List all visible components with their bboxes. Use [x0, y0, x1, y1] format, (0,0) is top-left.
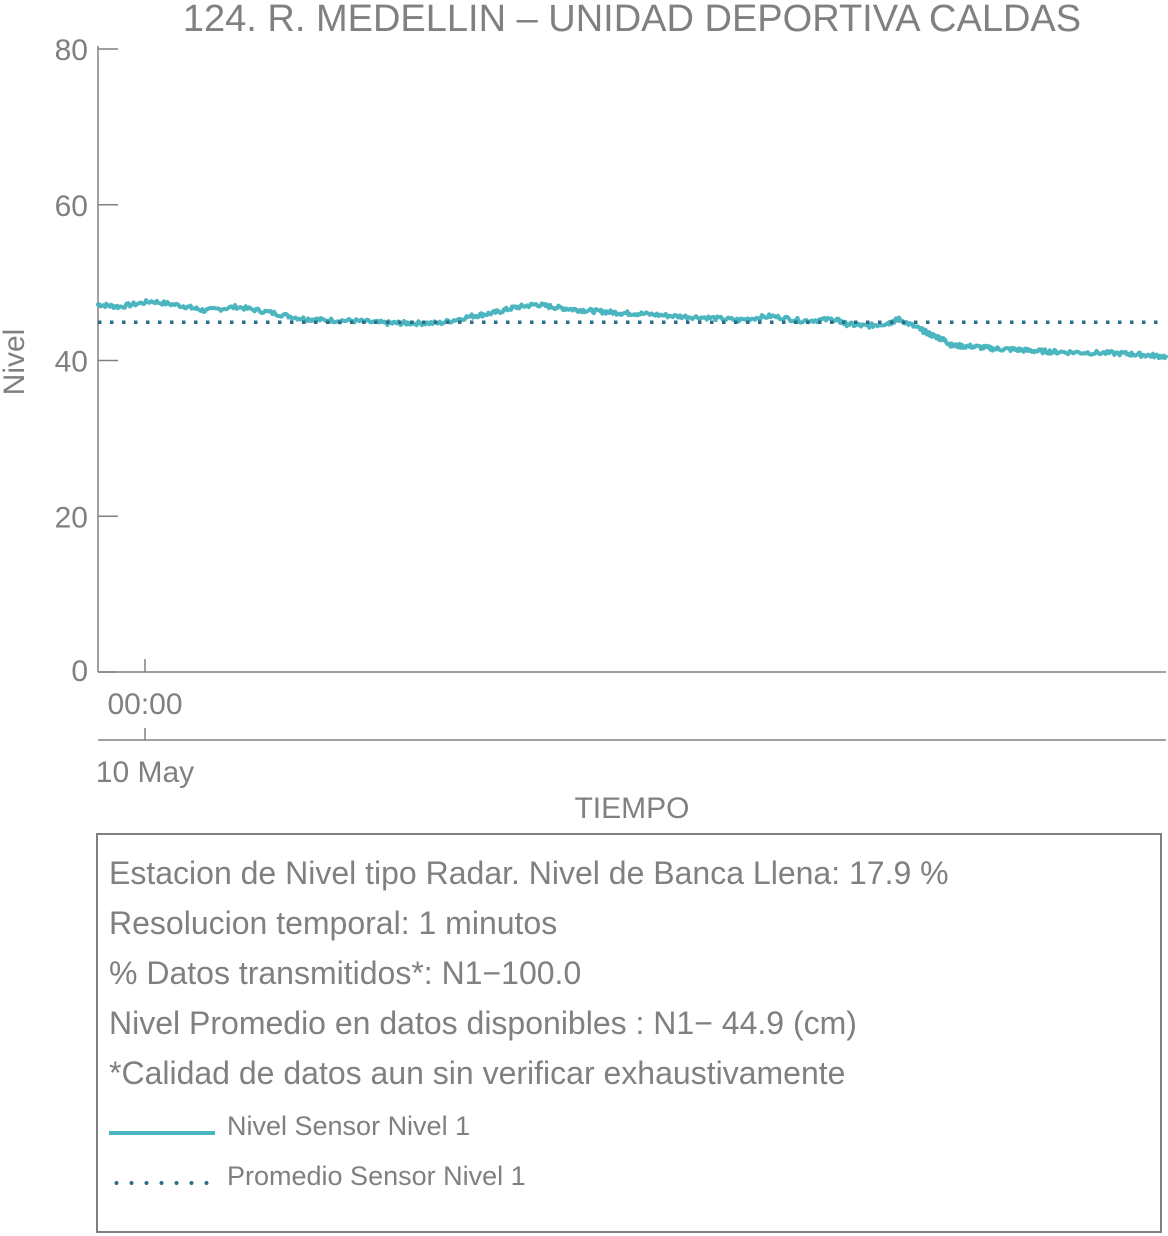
legend-label-average: Promedio Sensor Nivel 1 [227, 1161, 526, 1191]
y-tick-label: 60 [55, 190, 88, 223]
series-line-level [96, 298, 1168, 361]
legend-swatch-dotted [109, 1181, 215, 1185]
y-tick-label: 20 [55, 501, 88, 534]
info-line-quality-note: *Calidad de datos aun sin verificar exha… [109, 1055, 846, 1091]
chart-axes: 0 20 40 60 80 00:00 10 May [55, 34, 1166, 789]
legend-swatch-solid [109, 1131, 215, 1135]
x-tick-label-time: 00:00 [107, 688, 182, 721]
y-tick-label: 80 [55, 34, 88, 67]
info-line-resolution: Resolucion temporal: 1 minutos [109, 905, 558, 941]
info-line-station: Estacion de Nivel tipo Radar. Nivel de B… [109, 855, 949, 891]
info-line-average: Nivel Promedio en datos disponibles : N1… [109, 1005, 857, 1041]
y-tick-label: 0 [71, 655, 88, 688]
x-tick-label-date: 10 May [96, 756, 194, 789]
info-box: Estacion de Nivel tipo Radar. Nivel de B… [96, 833, 1162, 1233]
legend-label-level: Nivel Sensor Nivel 1 [227, 1111, 471, 1141]
x-axis-label: TIEMPO [574, 792, 689, 825]
y-axis-label: Nivel [0, 329, 31, 396]
y-tick-label: 40 [55, 346, 88, 379]
level-chart: 124. R. MEDELLIN – UNIDAD DEPORTIVA CALD… [0, 0, 1168, 825]
legend-item-average: Promedio Sensor Nivel 1 [109, 1161, 709, 1205]
plot-area [96, 298, 1168, 361]
chart-title: 124. R. MEDELLIN – UNIDAD DEPORTIVA CALD… [183, 0, 1081, 40]
legend-item-level: Nivel Sensor Nivel 1 [109, 1111, 709, 1155]
info-line-transmitted: % Datos transmitidos*: N1−100.0 [109, 955, 582, 991]
